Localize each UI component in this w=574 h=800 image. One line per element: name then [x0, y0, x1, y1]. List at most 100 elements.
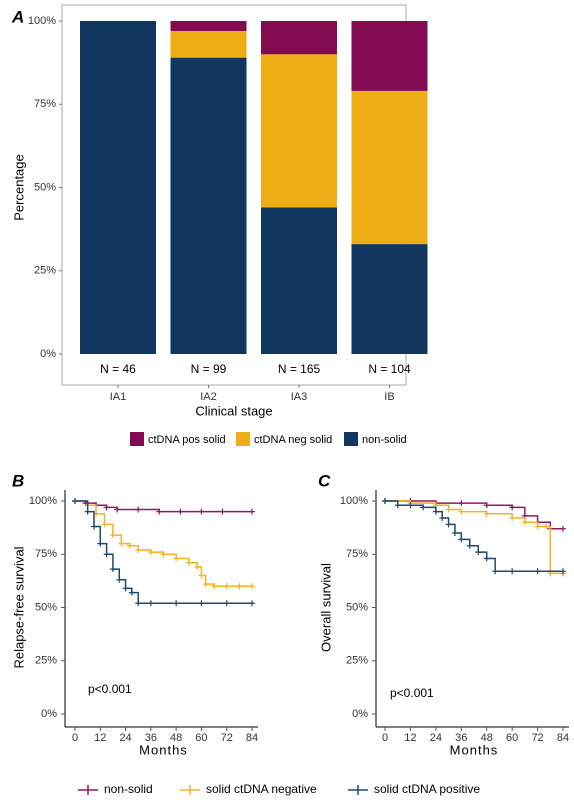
- legend-label: non-solid: [104, 782, 153, 796]
- x-tick-label: 72: [221, 732, 233, 744]
- panel-label: A: [11, 7, 24, 26]
- censor-mark: [445, 521, 452, 528]
- censor-mark: [445, 506, 452, 513]
- x-tick-label: 72: [531, 732, 543, 744]
- x-tick-label: 0: [382, 732, 388, 744]
- bar-segment: [261, 21, 337, 55]
- censor-mark: [116, 576, 123, 583]
- y-axis-label: Overall survival: [318, 563, 333, 652]
- censor-mark: [534, 568, 541, 575]
- legend-label: solid ctDNA negative: [206, 782, 317, 796]
- censor-mark: [560, 525, 566, 532]
- survival-curve: [75, 500, 252, 513]
- censor-mark: [101, 521, 108, 528]
- censor-mark: [97, 540, 104, 547]
- censor-mark: [156, 508, 163, 515]
- censor-mark: [439, 515, 446, 522]
- y-tick-label: 100%: [29, 495, 57, 507]
- censor-mark: [483, 502, 490, 509]
- censor-mark: [126, 542, 133, 549]
- censor-mark: [90, 523, 97, 530]
- sample-size: N = 99: [191, 362, 227, 376]
- x-tick-label: 48: [481, 732, 493, 744]
- censor-mark: [466, 542, 473, 549]
- bar-segment: [261, 54, 337, 208]
- censor-mark: [521, 519, 528, 526]
- censor-mark: [118, 540, 125, 547]
- censor-mark: [560, 568, 566, 575]
- censor-mark: [394, 502, 401, 509]
- legend-label: solid ctDNA positive: [374, 782, 480, 796]
- legend-swatch: [236, 432, 250, 446]
- censor-mark: [432, 508, 439, 515]
- sample-size: N = 165: [278, 362, 321, 376]
- x-tick-label: 24: [430, 732, 442, 744]
- censor-mark: [135, 546, 142, 553]
- censor-mark: [177, 508, 184, 515]
- x-tick-label: IA2: [200, 391, 217, 403]
- x-tick-label: 84: [557, 732, 569, 744]
- censor-mark: [420, 504, 427, 511]
- censor-mark: [103, 551, 110, 558]
- x-tick-label: 60: [195, 732, 207, 744]
- legend-icon: [180, 785, 200, 795]
- y-tick-label: 75%: [35, 548, 57, 560]
- censor-mark: [135, 506, 142, 513]
- legend-icon: [78, 785, 98, 795]
- censor-mark: [198, 508, 205, 515]
- x-axis-label: Months: [139, 742, 188, 757]
- censor-mark: [202, 581, 209, 588]
- censor-mark: [509, 568, 516, 575]
- panel-label: B: [12, 471, 24, 490]
- survival-curve: [385, 500, 563, 575]
- y-tick-label: 0%: [352, 708, 368, 720]
- censor-mark: [219, 508, 226, 515]
- censor-mark: [492, 568, 499, 575]
- x-tick-label: 12: [94, 732, 106, 744]
- censor-mark: [109, 532, 116, 539]
- censor-mark: [160, 551, 167, 558]
- x-tick-label: 12: [404, 732, 416, 744]
- legend-label: ctDNA pos solid: [148, 434, 226, 446]
- y-tick-label: 50%: [34, 181, 56, 193]
- x-tick-label: 0: [72, 732, 78, 744]
- y-axis-label: Relapse-free survival: [11, 546, 26, 668]
- bar-segment: [80, 21, 156, 354]
- censor-mark: [103, 504, 110, 511]
- survival-curve: [75, 500, 252, 587]
- legend-swatch: [344, 432, 358, 446]
- legend-label: non-solid: [362, 434, 407, 446]
- bar-segment: [170, 30, 247, 58]
- y-tick-label: 25%: [35, 655, 57, 667]
- bar-segment: [170, 21, 247, 31]
- x-tick-label: 60: [506, 732, 518, 744]
- legend-swatch: [130, 432, 144, 446]
- x-axis-label: Clinical stage: [195, 403, 272, 418]
- y-tick-label: 100%: [340, 495, 368, 507]
- censor-mark: [249, 508, 255, 515]
- censor-mark: [249, 600, 255, 607]
- y-tick-label: 25%: [346, 655, 368, 667]
- x-tick-label: 24: [119, 732, 131, 744]
- sample-size: N = 46: [100, 362, 136, 376]
- censor-mark: [509, 515, 516, 522]
- y-axis-label: Percentage: [11, 154, 26, 221]
- y-tick-label: 0%: [41, 708, 57, 720]
- censor-mark: [458, 536, 465, 543]
- censor-mark: [72, 498, 78, 504]
- panel-label: C: [318, 471, 331, 490]
- bar-segment: [170, 57, 247, 354]
- censor-mark: [543, 523, 550, 530]
- censor-mark: [451, 529, 458, 536]
- censor-mark: [147, 600, 154, 607]
- censor-mark: [194, 564, 201, 571]
- censor-mark: [382, 498, 388, 504]
- p-value: p<0.001: [390, 686, 434, 700]
- censor-mark: [147, 549, 154, 556]
- censor-mark: [249, 583, 255, 590]
- censor-mark: [223, 600, 230, 607]
- bar-segment: [351, 244, 428, 354]
- p-value: p<0.001: [88, 682, 132, 696]
- legend-icon: [348, 785, 368, 795]
